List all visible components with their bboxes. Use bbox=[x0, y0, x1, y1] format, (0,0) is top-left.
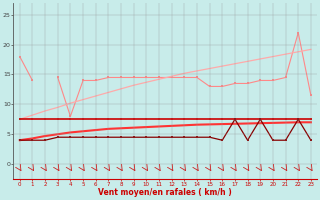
X-axis label: Vent moyen/en rafales ( km/h ): Vent moyen/en rafales ( km/h ) bbox=[99, 188, 232, 197]
